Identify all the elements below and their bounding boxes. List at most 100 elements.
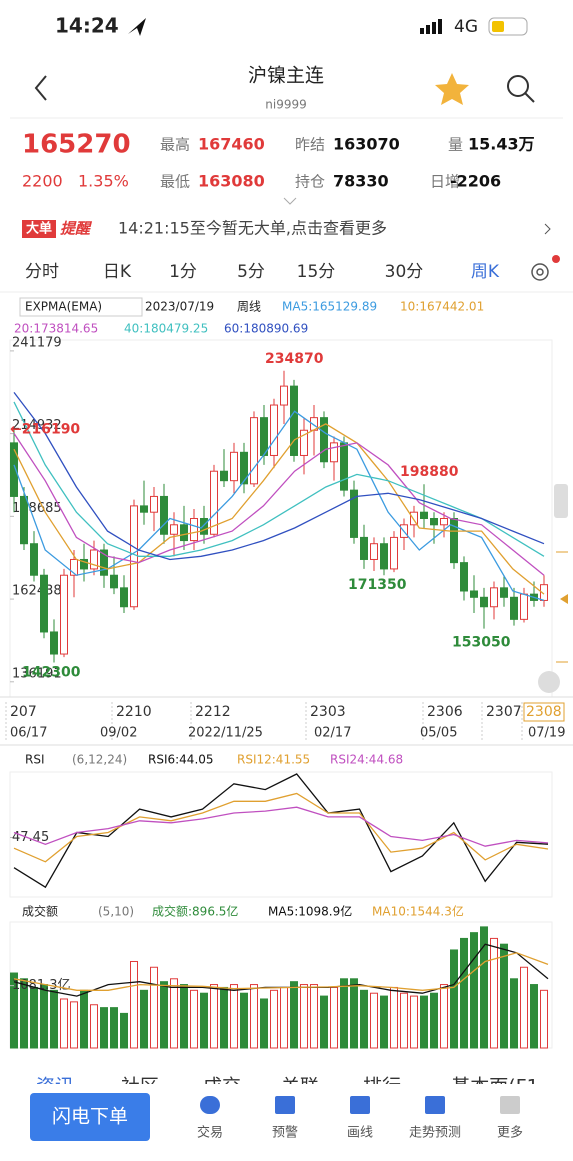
period-tab[interactable]: 15分 [297, 262, 336, 282]
quote-label: 量 [448, 136, 463, 154]
rsi-params: (6,12,24) [72, 753, 127, 767]
nav-icon[interactable] [425, 1096, 445, 1114]
candle-body [10, 442, 18, 497]
volume-bar [360, 989, 368, 1049]
volume-bar [440, 984, 448, 1049]
ma-legend: MA5:165129.89 [282, 300, 377, 314]
quote-value: 163070 [333, 135, 400, 154]
rsi-legend: RSI24:44.68 [330, 753, 403, 767]
section-tab[interactable]: 基本面(F1 [451, 1076, 538, 1098]
nav-label: 走势预测 [409, 1125, 461, 1141]
nav-icon[interactable] [200, 1096, 220, 1114]
volume-bar [130, 960, 138, 1049]
volume-bar [280, 986, 288, 1049]
volume-bar [100, 1007, 108, 1049]
volume-bar [330, 986, 338, 1049]
volume-bar [380, 995, 388, 1049]
y-tick-label: 162438 [12, 584, 62, 599]
quote-value: 78330 [333, 172, 389, 191]
zoom-button[interactable] [538, 671, 560, 693]
search-button[interactable] [507, 75, 535, 103]
candle-body [180, 524, 188, 542]
candle-body [320, 417, 328, 463]
volume-bar [310, 984, 318, 1049]
notice-text[interactable]: 14:21:15至今暂无大单,点击查看更多 [118, 219, 387, 238]
section-tab[interactable]: 成交 [203, 1076, 241, 1098]
candle-body [90, 549, 98, 570]
chart-period: 周线 [237, 300, 261, 314]
candle-body [330, 442, 338, 463]
volume-bar [110, 1007, 118, 1049]
candle-body [70, 558, 78, 576]
status-time: 14:24 [55, 14, 119, 38]
candle-body [490, 587, 498, 608]
period-tab[interactable]: 5分 [237, 262, 265, 282]
volume-bar [410, 995, 418, 1049]
volume-bar [270, 989, 278, 1049]
location-icon [128, 18, 146, 36]
nav-label: 交易 [197, 1125, 223, 1141]
notice-tag2: 提醒 [60, 220, 93, 238]
candle-body [160, 495, 168, 535]
section-tab[interactable]: 排行 [363, 1076, 401, 1098]
back-button[interactable] [34, 75, 47, 101]
date-label: 2307 [486, 704, 522, 720]
rsi-line [13, 773, 549, 889]
volume-bar [180, 984, 188, 1049]
period-tab[interactable]: 分时 [25, 262, 59, 282]
order-button-box[interactable] [30, 1093, 150, 1141]
volume-bar [480, 926, 488, 1049]
nav-icon[interactable] [350, 1096, 370, 1114]
period-tab[interactable]: 日K [103, 262, 132, 282]
volume-bar [430, 992, 438, 1049]
date-label: 207 [10, 704, 37, 720]
candle-body [370, 543, 378, 560]
section-tab[interactable]: 关联 [281, 1076, 319, 1098]
volume-bar [520, 966, 528, 1049]
notice-arrow [544, 223, 551, 235]
volume-bar [120, 1012, 128, 1049]
volume-bar [300, 984, 308, 1049]
section-tab[interactable]: 社区 [121, 1076, 159, 1098]
date-label: 07/19 [528, 726, 565, 741]
rsi-tick-label: 47.45 [12, 830, 49, 845]
quote-label: 最高 [160, 136, 190, 154]
price-annotation: 153050 [452, 635, 511, 651]
volume-bar [170, 978, 178, 1049]
candle-body [460, 562, 468, 592]
candle-body [360, 536, 368, 560]
rsi-plot-frame [9, 771, 553, 898]
expand-chevron[interactable] [283, 197, 297, 205]
candle-body [350, 489, 358, 538]
date-label: 09/02 [100, 726, 137, 741]
nav-label: 预警 [272, 1125, 298, 1141]
settings-icon[interactable] [531, 263, 549, 281]
price-change: 2200 [22, 172, 63, 191]
candle-body [410, 511, 418, 526]
y-tick-label: 241179 [12, 335, 62, 350]
nav-icon[interactable] [275, 1096, 295, 1114]
side-handle[interactable] [554, 484, 568, 518]
favorite-star[interactable] [435, 73, 469, 105]
period-tab[interactable]: 周K [471, 262, 500, 282]
period-tab[interactable]: 1分 [169, 262, 197, 282]
volume-bar [20, 978, 28, 1049]
period-tab[interactable]: 30分 [385, 262, 424, 282]
indicator-box[interactable] [19, 297, 143, 317]
y-tick-label: 188685 [12, 501, 62, 516]
volume-bar [140, 989, 148, 1049]
candle-body [40, 574, 48, 633]
candle-body [420, 511, 428, 519]
volume-bar [540, 989, 548, 1049]
candle-body [270, 404, 278, 456]
ma-legend: 40:180479.25 [124, 322, 208, 336]
y-tick-label: 136191 [12, 666, 62, 681]
nav-icon[interactable] [500, 1096, 520, 1114]
candle-body [540, 584, 548, 601]
volume-bar [390, 986, 398, 1049]
section-tab[interactable]: 资讯 [36, 1076, 74, 1098]
candle-body [520, 593, 528, 620]
volume-bar [230, 984, 238, 1049]
candle-body [440, 518, 448, 526]
volume-bar [290, 981, 298, 1049]
